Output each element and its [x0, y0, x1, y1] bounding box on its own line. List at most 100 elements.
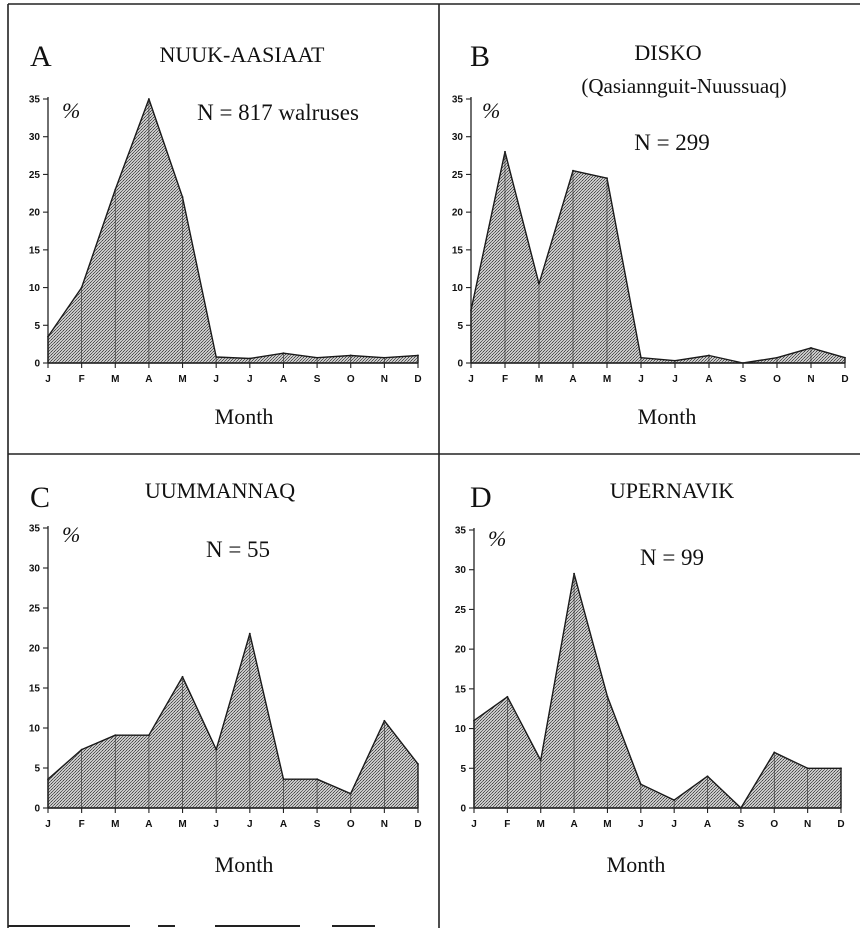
panel-frames [7, 3, 860, 928]
y-tick-label: 30 [29, 564, 41, 575]
x-tick-label: F [502, 374, 508, 385]
x-axis-label: Month [638, 404, 697, 429]
data-point [215, 356, 218, 358]
x-tick-label: A [145, 374, 152, 385]
x-tick-label: S [314, 374, 321, 385]
data-point [840, 767, 842, 770]
y-tick-label: 25 [29, 604, 41, 615]
x-tick-label: J [213, 819, 219, 830]
panel-title: UPERNAVIK [610, 478, 734, 503]
y-unit-label: % [488, 526, 506, 551]
data-point [349, 354, 352, 357]
panel-d: D UPERNAVIK N = 99 % Month 0 5 10 15 20 25 30 3… [455, 478, 845, 877]
x-tick-label: J [213, 374, 219, 385]
x-tick-label: J [247, 374, 253, 385]
y-tick-label: 10 [452, 283, 464, 294]
panel-title: UUMMANNAQ [145, 478, 295, 503]
data-point [215, 748, 218, 751]
data-point [776, 356, 778, 359]
data-point [383, 719, 386, 722]
sample-size-label: N = 299 [634, 130, 710, 155]
panel-letter: B [470, 40, 490, 73]
x-tick-label: D [414, 374, 421, 385]
data-point [349, 792, 352, 795]
x-axis-label: Month [215, 404, 274, 429]
x-tick-label: J [45, 374, 51, 385]
data-point [148, 98, 150, 100]
y-tick-label: 35 [29, 95, 41, 106]
data-point [708, 354, 710, 357]
x-axis-label: Month [607, 852, 666, 877]
x-tick-label: J [468, 374, 474, 385]
data-point [248, 357, 251, 360]
data-point [181, 196, 184, 198]
x-tick-label: M [603, 374, 611, 385]
x-tick-label: N [804, 819, 811, 830]
y-tick-label: 20 [455, 645, 467, 656]
x-tick-label: O [347, 374, 355, 385]
x-axis-label: Month [215, 852, 274, 877]
x-tick-label: J [45, 819, 51, 830]
x-tick-label: A [569, 374, 576, 385]
data-point [504, 150, 506, 153]
panel-a: A NUUK-AASIAAT N = 817 walruses % Month … [29, 40, 422, 429]
data-point [538, 282, 540, 285]
y-tick-label: 15 [29, 245, 41, 256]
y-tick-label: 10 [29, 724, 41, 735]
panel-subtitle: (Qasiannguit-Nuussuaq) [581, 74, 786, 98]
data-point [606, 177, 608, 180]
data-point [674, 359, 676, 362]
panel-letter: C [30, 481, 50, 514]
data-point [640, 356, 642, 359]
y-tick-label: 35 [452, 95, 464, 106]
y-tick-label: 30 [29, 132, 41, 143]
data-point [673, 799, 676, 801]
plot-area: 0 5 10 15 20 25 30 35 J F M A M J J A S O N D [455, 526, 845, 831]
y-tick-label: 25 [29, 170, 41, 181]
x-tick-label: M [111, 374, 119, 385]
data-point [248, 632, 251, 635]
data-point [639, 783, 642, 786]
x-tick-label: N [807, 374, 814, 385]
data-point [844, 356, 846, 359]
x-tick-label: F [79, 819, 85, 830]
x-tick-label: A [570, 819, 577, 830]
y-tick-label: 5 [460, 764, 466, 775]
x-tick-label: F [504, 819, 510, 830]
x-tick-label: D [414, 819, 421, 830]
x-tick-label: M [111, 819, 119, 830]
y-tick-label: 0 [34, 359, 40, 370]
y-tick-label: 30 [452, 132, 464, 143]
panel-title: DISKO [634, 40, 701, 65]
data-point [282, 778, 285, 781]
series-area [473, 573, 842, 809]
data-point [316, 356, 318, 359]
y-tick-label: 35 [29, 524, 41, 535]
x-tick-label: D [841, 374, 848, 385]
panel-c: C UUMMANNAQ N = 55 % Month 0 5 10 15 20 25 30 3… [29, 478, 422, 877]
data-point [80, 748, 83, 751]
y-tick-label: 20 [29, 644, 41, 655]
x-tick-label: N [381, 819, 388, 830]
x-tick-label: M [537, 819, 545, 830]
data-point [114, 734, 117, 737]
y-tick-label: 35 [455, 526, 467, 537]
y-tick-label: 15 [455, 684, 467, 695]
y-tick-label: 0 [457, 359, 463, 370]
x-tick-label: S [738, 819, 745, 830]
y-tick-label: 15 [452, 245, 464, 256]
y-tick-label: 25 [455, 605, 467, 616]
y-tick-label: 25 [452, 170, 464, 181]
series-area [47, 98, 419, 364]
y-tick-label: 5 [34, 321, 40, 332]
x-tick-label: N [381, 374, 388, 385]
data-point [316, 778, 318, 781]
x-tick-label: J [471, 819, 477, 830]
y-tick-label: 0 [34, 804, 40, 815]
x-tick-label: J [247, 819, 253, 830]
data-point [706, 775, 709, 778]
x-tick-label: J [638, 819, 644, 830]
y-unit-label: % [482, 98, 500, 123]
plot-area: 0 5 10 15 20 25 30 35 J F M A M J J A S O N D [29, 524, 422, 831]
